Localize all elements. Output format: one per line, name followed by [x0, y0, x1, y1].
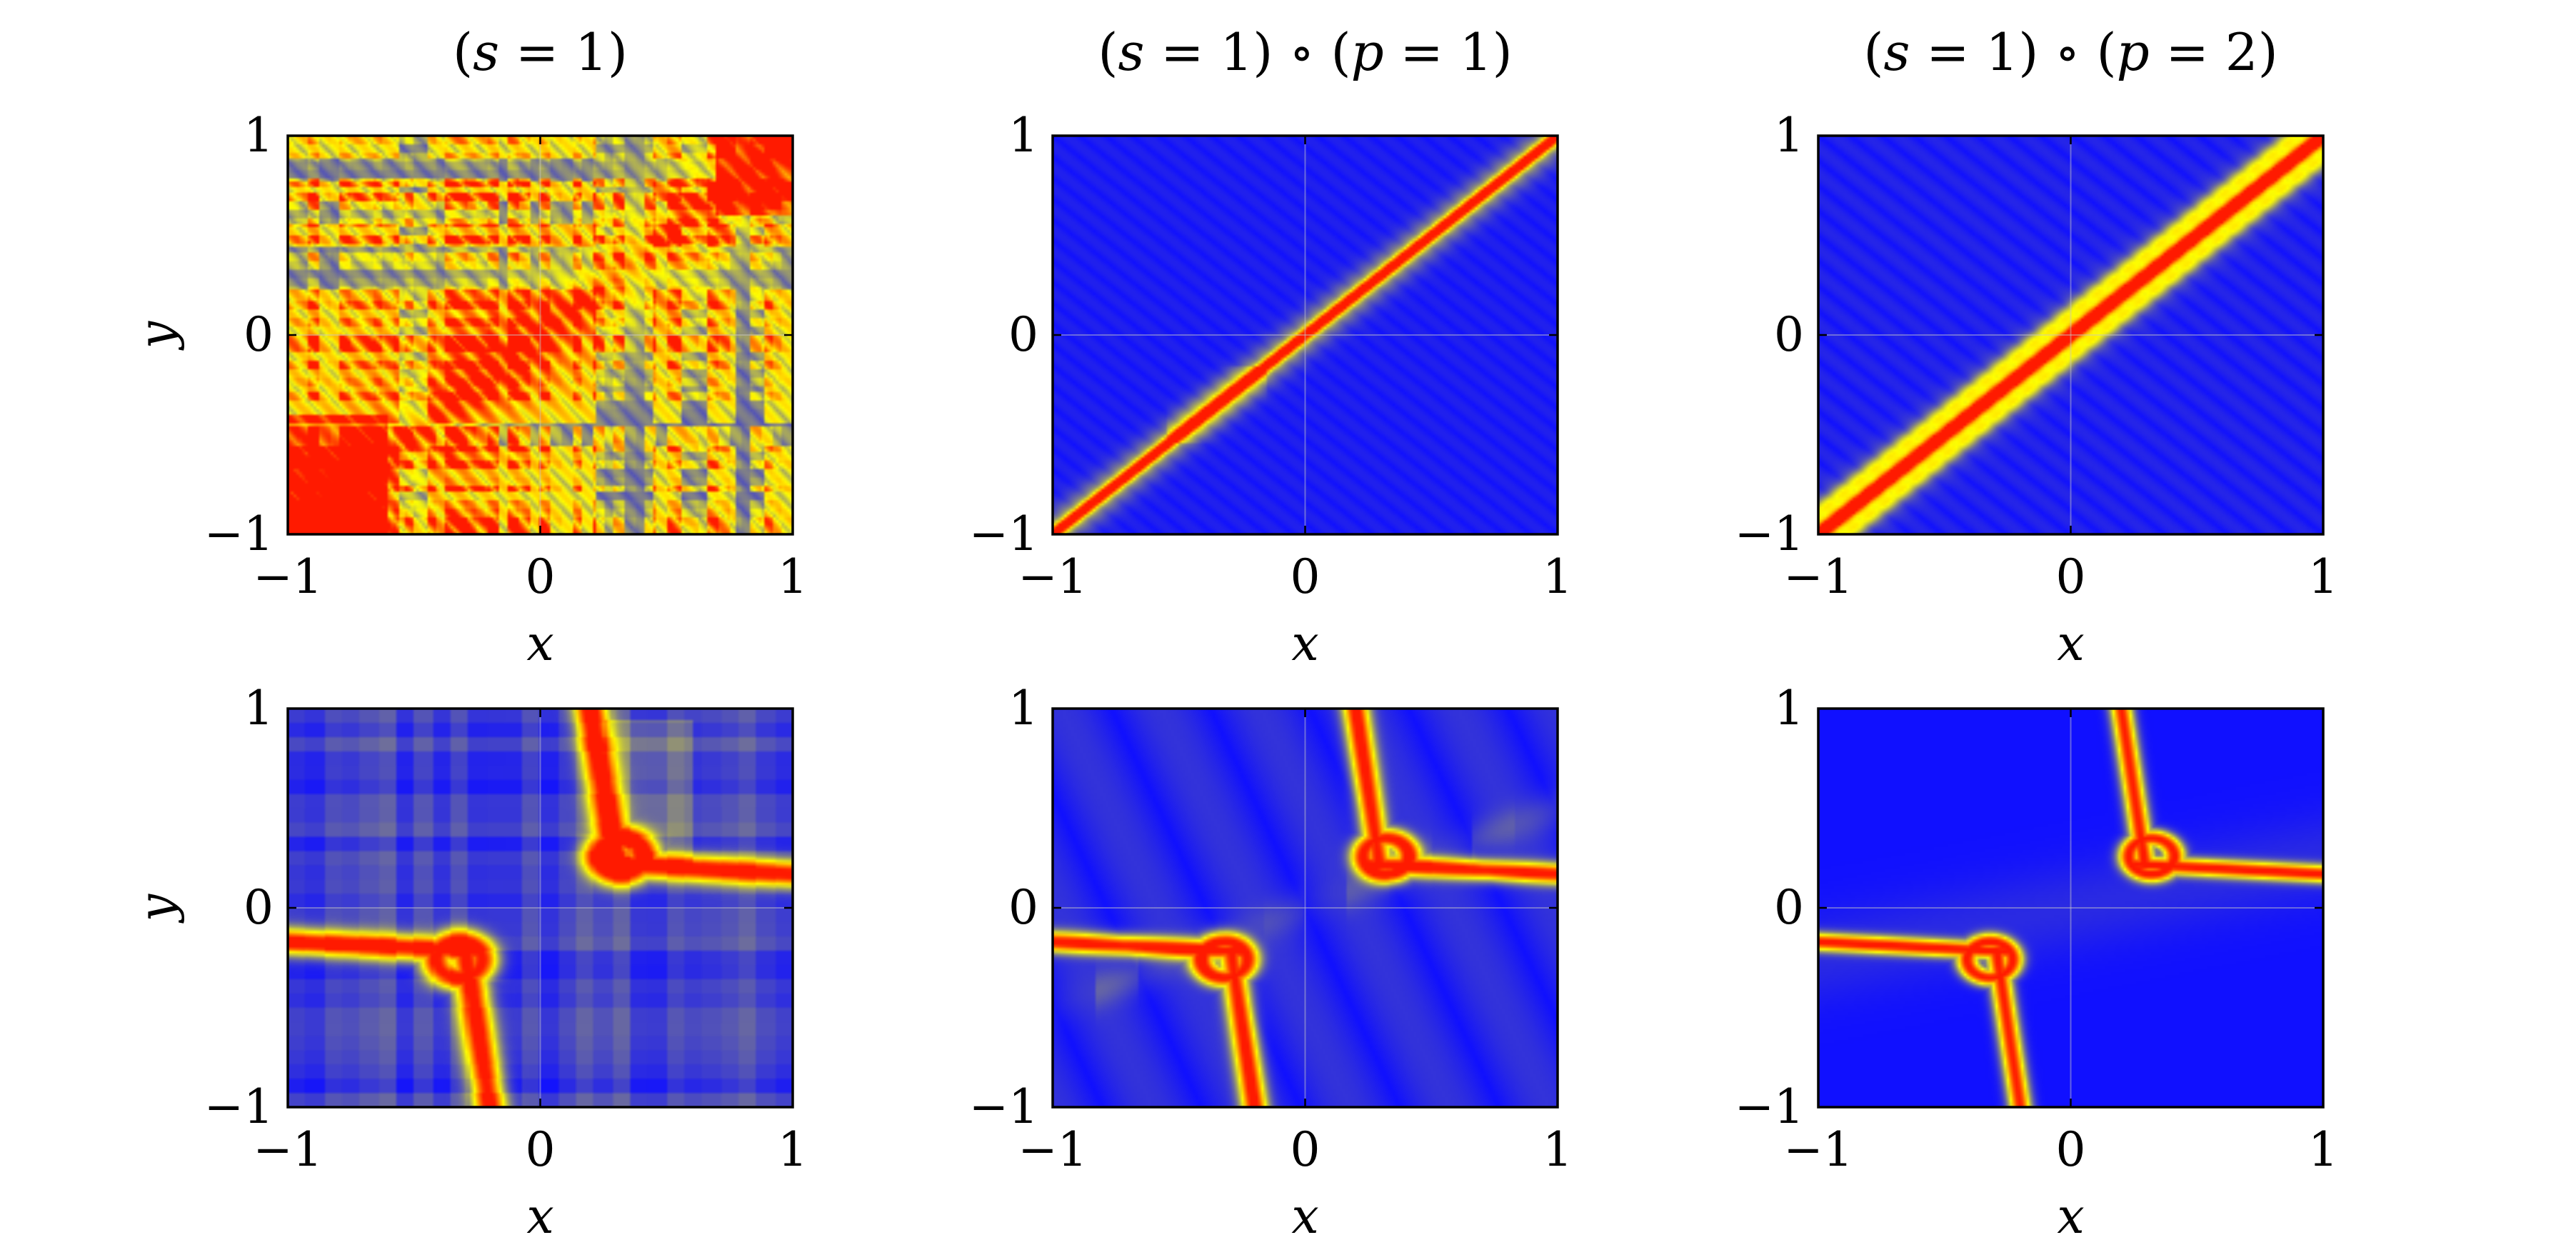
y-tick-label: 0 — [1774, 880, 1804, 935]
x-tick-label: 0 — [526, 1122, 556, 1177]
chart-panel-3: −1 0 1 −1 0 1 x (s = 1) ∘ (p = 2) — [1735, 22, 2338, 672]
x-tick-label: −1 — [1783, 1122, 1853, 1177]
chart-panel-4: −1 0 1 −1 0 1 x y — [129, 681, 808, 1245]
y-tick-label: 0 — [244, 880, 274, 935]
heatmap-image — [1818, 709, 2323, 1107]
x-tick-label: −1 — [253, 1122, 322, 1177]
x-axis-label: x — [526, 1189, 553, 1245]
y-tick-label: 1 — [244, 108, 274, 163]
x-tick-label: −1 — [1783, 549, 1853, 604]
y-tick-label: 1 — [1008, 108, 1038, 163]
y-axis-label: y — [129, 893, 186, 924]
y-tick-label: 0 — [1008, 307, 1038, 362]
y-tick-label: 1 — [244, 681, 274, 736]
x-tick-label: 1 — [2308, 549, 2338, 604]
y-tick-label: −1 — [204, 1079, 274, 1134]
panel-title: (s = 1) ∘ (p = 1) — [1098, 22, 1512, 82]
y-tick-label: −1 — [204, 506, 274, 561]
x-tick-label: 0 — [1290, 1122, 1320, 1177]
x-tick-label: 1 — [778, 549, 808, 604]
heatmap-image — [288, 136, 793, 534]
x-axis-label: x — [1291, 616, 1318, 672]
y-tick-label: 0 — [244, 307, 274, 362]
x-tick-label: 1 — [2308, 1122, 2338, 1177]
x-axis-label: x — [2057, 1189, 2084, 1245]
x-tick-label: 1 — [778, 1122, 808, 1177]
y-tick-label: 0 — [1008, 880, 1038, 935]
y-tick-label: 1 — [1774, 108, 1804, 163]
x-axis-label: x — [526, 616, 553, 672]
x-axis-label: x — [2057, 616, 2084, 672]
panel-title: (s = 1) ∘ (p = 2) — [1863, 22, 2277, 82]
x-tick-label: −1 — [1018, 1122, 1087, 1177]
y-tick-label: 1 — [1008, 681, 1038, 736]
x-tick-label: 0 — [2056, 549, 2086, 604]
x-tick-label: 0 — [526, 549, 556, 604]
y-tick-label: −1 — [969, 1079, 1038, 1134]
x-tick-label: 1 — [1543, 549, 1573, 604]
chart-panel-1: −1 0 1 −1 0 1 x y (s = 1) — [129, 22, 808, 672]
x-tick-label: −1 — [253, 549, 322, 604]
x-tick-label: 0 — [1290, 549, 1320, 604]
y-tick-label: −1 — [1735, 506, 1804, 561]
chart-panel-6: −1 0 1 −1 0 1 x — [1735, 681, 2338, 1245]
chart-panel-2: −1 0 1 −1 0 1 x (s = 1) ∘ (p = 1) — [969, 22, 1573, 672]
heatmap-image — [288, 709, 793, 1107]
y-tick-label: 1 — [1774, 681, 1804, 736]
y-axis-label: y — [129, 320, 186, 351]
heatmap-image — [1053, 136, 1558, 534]
panel-title: (s = 1) — [453, 22, 628, 82]
x-axis-label: x — [1291, 1189, 1318, 1245]
x-tick-label: 0 — [2056, 1122, 2086, 1177]
y-tick-label: −1 — [1735, 1079, 1804, 1134]
heatmap-image — [1053, 709, 1558, 1107]
chart-panel-5: −1 0 1 −1 0 1 x — [969, 681, 1573, 1245]
heatmap-image — [1818, 136, 2323, 534]
y-tick-label: −1 — [969, 506, 1038, 561]
x-tick-label: 1 — [1543, 1122, 1573, 1177]
x-tick-label: −1 — [1018, 549, 1087, 604]
y-tick-label: 0 — [1774, 307, 1804, 362]
